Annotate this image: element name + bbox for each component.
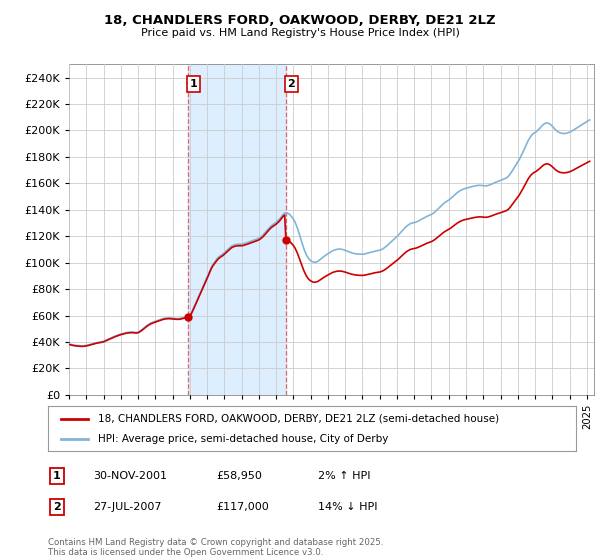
Bar: [188, 64, 286, 395]
Text: 2: 2: [53, 502, 61, 512]
Text: £58,950: £58,950: [216, 471, 262, 481]
Text: 18, CHANDLERS FORD, OAKWOOD, DERBY, DE21 2LZ: 18, CHANDLERS FORD, OAKWOOD, DERBY, DE21…: [104, 14, 496, 27]
Text: £117,000: £117,000: [216, 502, 269, 512]
Text: 30-NOV-2001: 30-NOV-2001: [93, 471, 167, 481]
Text: 14% ↓ HPI: 14% ↓ HPI: [318, 502, 377, 512]
Text: 27-JUL-2007: 27-JUL-2007: [93, 502, 161, 512]
Text: Contains HM Land Registry data © Crown copyright and database right 2025.
This d: Contains HM Land Registry data © Crown c…: [48, 538, 383, 557]
Text: 18, CHANDLERS FORD, OAKWOOD, DERBY, DE21 2LZ (semi-detached house): 18, CHANDLERS FORD, OAKWOOD, DERBY, DE21…: [98, 413, 499, 423]
Text: Price paid vs. HM Land Registry's House Price Index (HPI): Price paid vs. HM Land Registry's House …: [140, 28, 460, 38]
Text: 1: 1: [190, 79, 197, 89]
Text: 2: 2: [287, 79, 295, 89]
Text: 1: 1: [53, 471, 61, 481]
Text: HPI: Average price, semi-detached house, City of Derby: HPI: Average price, semi-detached house,…: [98, 434, 389, 444]
Text: 2% ↑ HPI: 2% ↑ HPI: [318, 471, 371, 481]
